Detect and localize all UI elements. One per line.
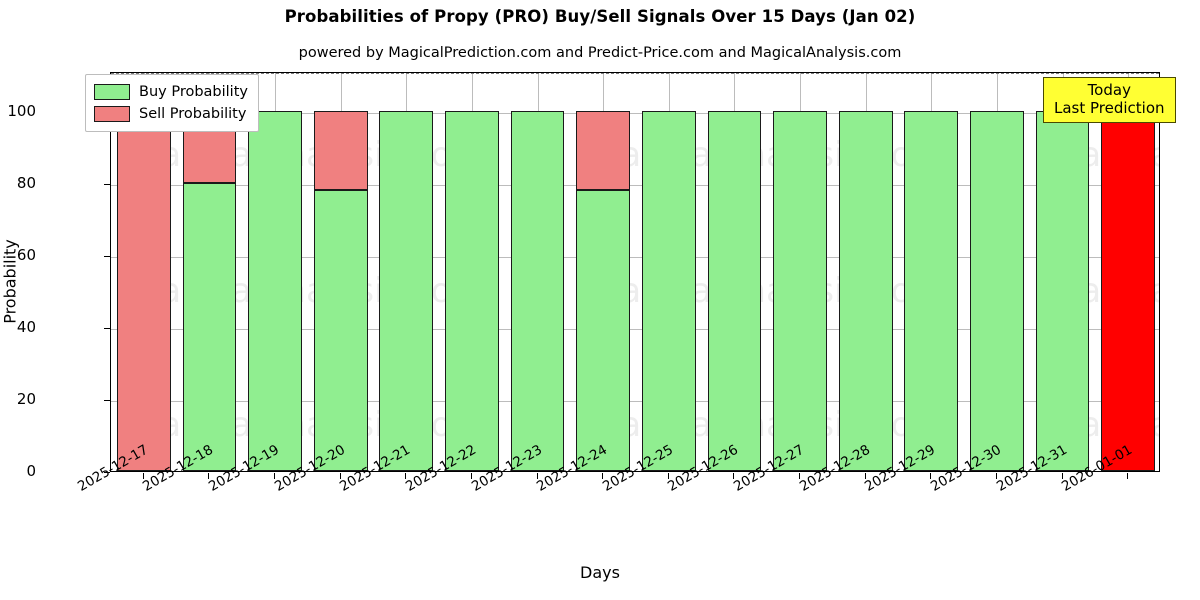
gridline-y-60 <box>111 256 1159 258</box>
gridline-y-40 <box>111 328 1159 330</box>
x-tick-mark <box>602 473 604 479</box>
bar-column[interactable] <box>379 73 434 471</box>
x-tick-mark <box>470 473 472 479</box>
bar-column[interactable] <box>248 73 302 471</box>
y-tick-mark <box>104 183 110 185</box>
bar-segment-buy[interactable] <box>379 110 434 471</box>
bar-column[interactable] <box>445 73 499 471</box>
x-tick-mark <box>1127 473 1129 479</box>
bar-column[interactable] <box>970 73 1024 471</box>
x-tick-mark <box>142 473 144 479</box>
x-tick-mark <box>864 473 866 479</box>
x-tick-mark <box>1061 473 1063 479</box>
gridline-y-100 <box>111 112 1159 114</box>
bar-segment-buy[interactable] <box>313 189 368 471</box>
bar-column[interactable] <box>773 73 827 471</box>
legend-label-buy: Buy Probability <box>139 84 248 100</box>
x-tick-mark <box>208 473 210 479</box>
y-tick-label: 0 <box>26 462 36 480</box>
x-tick-mark <box>274 473 276 479</box>
y-axis-label: Probability <box>0 239 20 324</box>
chart-legend[interactable]: Buy Probability Sell Probability <box>85 74 259 132</box>
bar-column[interactable] <box>707 73 762 471</box>
bar-column[interactable] <box>576 73 631 471</box>
x-tick-mark <box>667 473 669 479</box>
x-tick-mark <box>339 473 341 479</box>
threshold-dashed-line <box>111 73 1159 74</box>
bar-column[interactable] <box>838 73 893 471</box>
y-tick-label: 60 <box>16 245 36 264</box>
bar-segment-today[interactable] <box>1101 110 1156 471</box>
bar-segment-sell[interactable] <box>576 110 631 190</box>
legend-swatch-sell-icon <box>94 106 130 122</box>
bar-column[interactable] <box>641 73 696 471</box>
bar-segment-sell[interactable] <box>313 110 368 190</box>
bar-series-layer <box>111 73 1159 471</box>
bar-segment-buy[interactable] <box>707 110 762 471</box>
y-tick-mark <box>104 472 110 473</box>
bar-segment-buy[interactable] <box>773 110 827 471</box>
legend-item-sell[interactable]: Sell Probability <box>94 103 248 125</box>
gridline-y-80 <box>111 184 1159 186</box>
bar-segment-sell[interactable] <box>116 110 171 471</box>
bar-segment-buy[interactable] <box>510 110 565 471</box>
bar-segment-buy[interactable] <box>970 110 1024 471</box>
x-tick-mark <box>799 473 801 479</box>
bar-column[interactable] <box>116 73 171 471</box>
plot-area: MagicalAnalysis.com MagicalAnalysis.com Ma… <box>110 72 1160 472</box>
x-tick-mark <box>405 473 407 479</box>
y-tick-label: 20 <box>16 389 36 408</box>
today-annotation-line1: Today <box>1087 81 1131 99</box>
bar-segment-buy[interactable] <box>904 110 959 471</box>
bar-column[interactable] <box>904 73 959 471</box>
bar-column[interactable] <box>313 73 368 471</box>
today-annotation-line2: Last Prediction <box>1054 98 1165 117</box>
x-tick-mark <box>536 473 538 479</box>
x-axis-label: Days <box>580 563 620 582</box>
x-tick-mark <box>995 473 997 479</box>
y-tick-label: 40 <box>16 317 36 336</box>
today-annotation-box: Today Last Prediction <box>1043 77 1176 124</box>
y-tick-label: 80 <box>16 173 36 192</box>
bar-segment-buy[interactable] <box>248 110 302 471</box>
bar-segment-buy[interactable] <box>641 110 696 471</box>
gridline-y-20 <box>111 400 1159 402</box>
bar-segment-buy[interactable] <box>576 189 631 471</box>
legend-swatch-buy-icon <box>94 84 130 100</box>
y-tick-label: 100 <box>7 101 36 120</box>
bar-column[interactable] <box>510 73 565 471</box>
x-tick-mark <box>930 473 932 479</box>
plot-clip: MagicalAnalysis.com MagicalAnalysis.com Ma… <box>111 73 1159 471</box>
bar-column[interactable] <box>1101 73 1156 471</box>
legend-item-buy[interactable]: Buy Probability <box>94 81 248 103</box>
y-tick-mark <box>104 255 110 257</box>
chart-title: Probabilities of Propy (PRO) Buy/Sell Si… <box>284 7 916 26</box>
bar-column[interactable] <box>1035 73 1090 471</box>
bar-segment-buy[interactable] <box>445 110 499 471</box>
bar-segment-buy[interactable] <box>182 182 237 471</box>
bar-segment-buy[interactable] <box>1035 110 1090 471</box>
bar-segment-buy[interactable] <box>838 110 893 471</box>
y-tick-mark <box>104 399 110 401</box>
x-tick-mark <box>733 473 735 479</box>
bar-column[interactable] <box>182 73 237 471</box>
legend-label-sell: Sell Probability <box>139 106 247 122</box>
chart-subtitle: powered by MagicalPrediction.com and Pre… <box>298 45 902 61</box>
y-tick-mark <box>104 327 110 329</box>
